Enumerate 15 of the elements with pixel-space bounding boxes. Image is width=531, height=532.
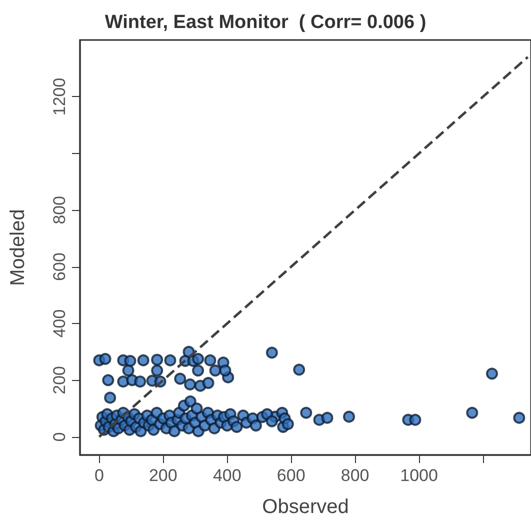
chart-title: Winter, East Monitor ( Corr= 0.006 )	[104, 12, 426, 33]
y-tick-label: 800	[50, 196, 69, 224]
y-tick-label: 1200	[50, 78, 69, 116]
x-tick-label: 800	[340, 466, 370, 485]
x-tick-label: 400	[212, 466, 242, 485]
x-tick-label: 200	[148, 466, 178, 485]
y-tick-label: 400	[50, 309, 69, 338]
x-tick-label: 1000	[400, 466, 438, 485]
y-tick-label: 600	[50, 252, 69, 281]
x-tick-label: 600	[276, 466, 306, 485]
y-tick-label: 0	[50, 432, 69, 442]
x-axis-title: Observed	[262, 496, 349, 518]
y-tick-label: 200	[50, 366, 69, 394]
y-axis-title: Modeled	[7, 209, 29, 286]
x-tick-label: 0	[94, 466, 104, 485]
